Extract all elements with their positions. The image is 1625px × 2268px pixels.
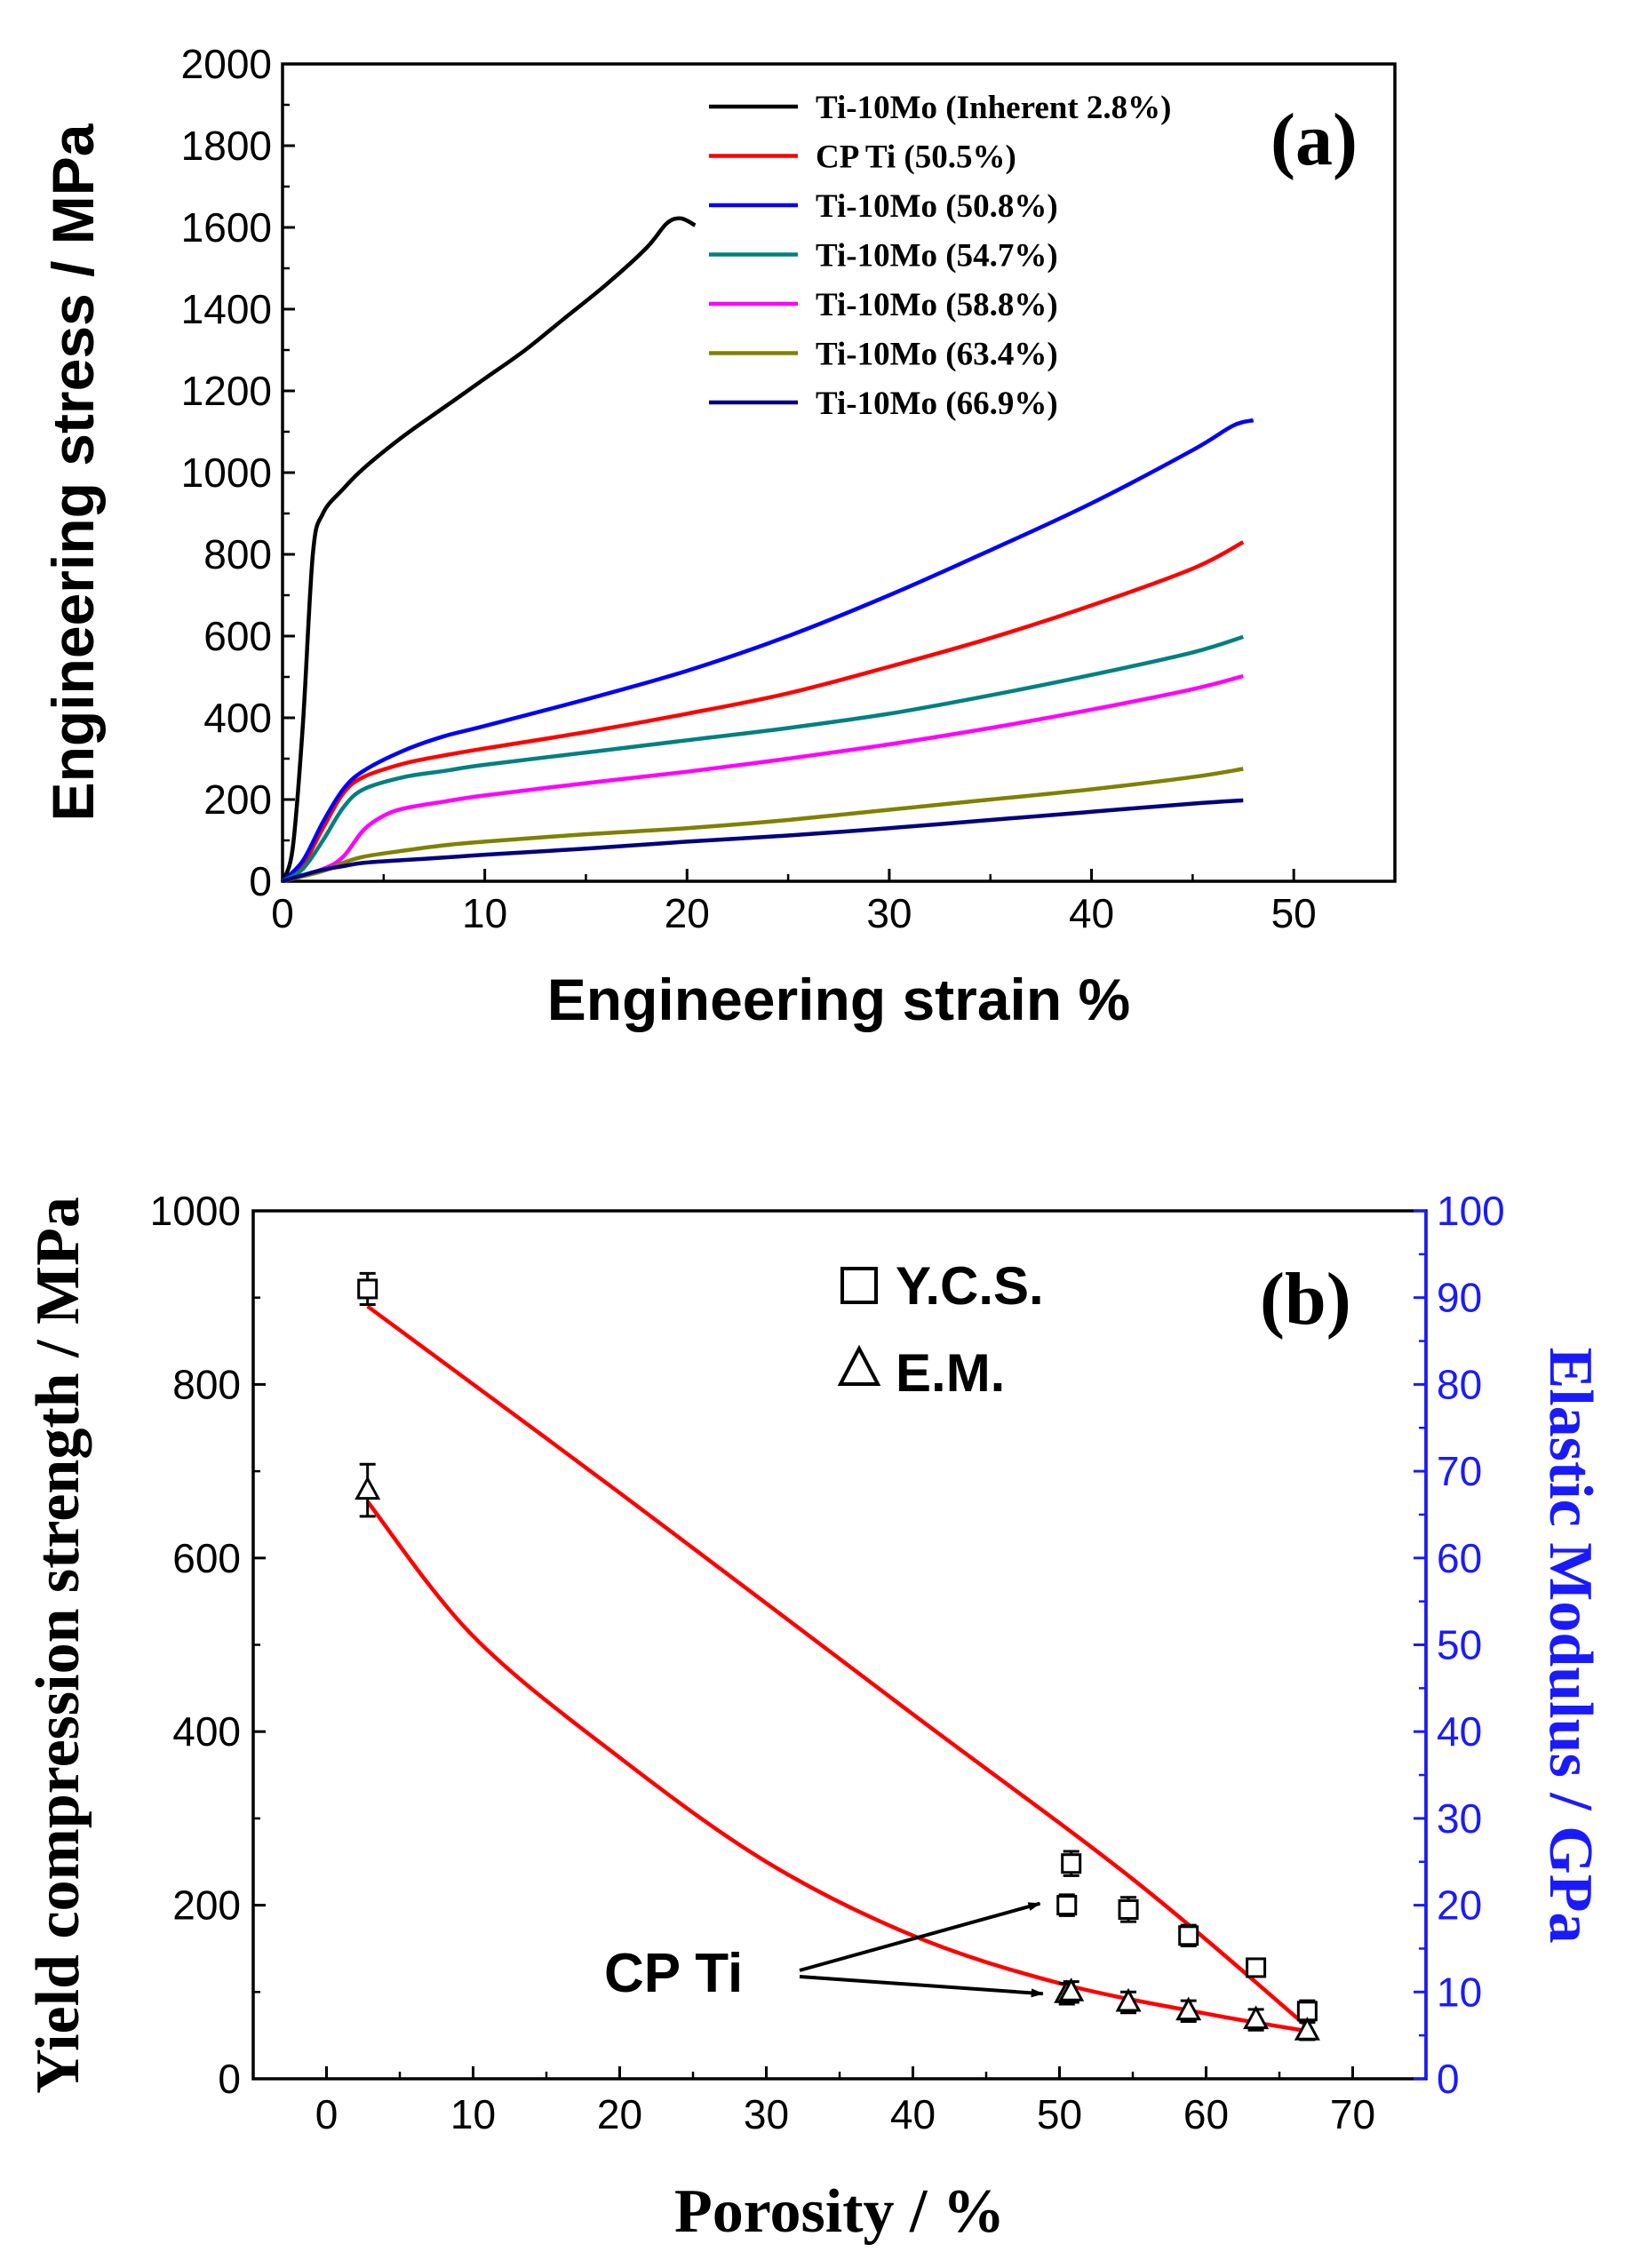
y-tick-label: 0: [249, 858, 272, 904]
panel-b-label: (b): [1260, 1258, 1351, 1341]
y2-tick-label: 20: [1437, 1882, 1482, 1929]
y-tick-label: 200: [203, 776, 272, 823]
em-fit-curve: [365, 1500, 1308, 2033]
em-marker: [1243, 2005, 1270, 2030]
annotation-arrow: [799, 1901, 1041, 1972]
panel-b-ticks: 0 10 20 30 40 50 60 70 0 200 400 600 800 1000 0 10 20 30 4…: [150, 1188, 1505, 2137]
y2-tick-label: 100: [1437, 1188, 1505, 1234]
y2-tick-label: 90: [1437, 1275, 1482, 1321]
legend-label: Ti-10Mo (54.7%): [816, 238, 1058, 275]
y-tick-label: 800: [203, 531, 272, 577]
panel-a-xlabel: Engineering strain %: [547, 967, 1130, 1032]
legend-label: Ti-10Mo (50.8%): [816, 188, 1058, 225]
series-line: [282, 673, 1244, 884]
panel-b-xlabel: Porosity / %: [674, 2177, 1005, 2246]
y-tick-label: 1600: [181, 204, 272, 251]
legend-label: Ti-10Mo (63.4%): [816, 337, 1058, 373]
x-tick-label: 70: [1330, 2091, 1375, 2137]
panel-b: 0 10 20 30 40 50 60 70 0 200 400 600 800 1000 0 10 20 30 4…: [24, 1188, 1605, 2246]
x-tick-label: 40: [890, 2091, 936, 2137]
y2-tick-label: 10: [1437, 1969, 1482, 2015]
em-marker: [1115, 1987, 1142, 2012]
y2-tick-label: 50: [1437, 1622, 1482, 1668]
series-line: [280, 216, 697, 882]
y-tick-label: 1200: [181, 368, 272, 414]
x-tick-label: 40: [1069, 890, 1114, 936]
y-tick-label: 2000: [181, 41, 272, 87]
panel-b-markers: [354, 1271, 1320, 2041]
panel-b-y2label: Elastic Modulus / GPa: [1536, 1348, 1605, 1944]
ycs-marker: [1056, 1895, 1078, 1916]
em-marker: [1294, 2017, 1320, 2041]
panel-a: 0 10 20 30 40 50 0 200 400 600 800 1000 1200 1400 1600…: [40, 41, 1397, 1032]
series-line: [281, 540, 1245, 883]
y2-tick-label: 40: [1437, 1708, 1482, 1755]
ycs-marker: [1118, 1898, 1139, 1920]
panel-a-legend: Ti-10Mo (Inherent 2.8%) CP Ti (50.5%) Ti-1…: [709, 90, 1171, 422]
y-tick-label: 0: [218, 2056, 241, 2102]
y2-tick-label: 70: [1437, 1448, 1482, 1494]
x-tick-label: 0: [315, 2091, 339, 2137]
y-tick-label: 1400: [181, 286, 272, 332]
x-tick-label: 50: [1037, 2091, 1082, 2137]
x-tick-label: 0: [271, 890, 294, 936]
annotation-arrow: [799, 1975, 1044, 1998]
ycs-marker: [1246, 1957, 1267, 1978]
legend-em-marker: [837, 1344, 881, 1386]
cp-ti-annotation: CP Ti: [604, 1943, 743, 2004]
legend-ycs-label: Y.C.S.: [896, 1256, 1044, 1316]
y-tick-label: 400: [172, 1708, 241, 1755]
legend-label: Ti-10Mo (58.8%): [816, 287, 1058, 323]
y-tick-label: 1000: [150, 1188, 241, 1234]
y2-tick-label: 30: [1437, 1795, 1482, 1842]
em-marker: [1058, 1978, 1085, 2001]
series-line: [282, 798, 1244, 884]
legend-label: Ti-10Mo (Inherent 2.8%): [816, 90, 1171, 126]
legend-label: CP Ti (50.5%): [816, 139, 1016, 176]
x-tick-label: 20: [597, 2091, 642, 2137]
panel-b-ylabel: Yield compression strength / MPa: [24, 1197, 92, 2094]
y-tick-label: 800: [172, 1361, 241, 1407]
x-tick-label: 30: [744, 2091, 789, 2137]
y-tick-label: 600: [203, 613, 272, 659]
panel-a-series: [280, 216, 1255, 884]
panel-a-ylabel: Engineering stress / MPa: [40, 123, 106, 821]
series-line: [281, 418, 1255, 883]
x-tick-label: 20: [665, 890, 710, 936]
y2-tick-label: 80: [1437, 1361, 1482, 1407]
y-tick-label: 400: [203, 695, 272, 741]
x-tick-label: 10: [462, 890, 507, 936]
y2-tick-label: 0: [1437, 2056, 1460, 2102]
ycs-marker: [1178, 1925, 1199, 1946]
panel-b-plot-frame: [251, 1209, 1428, 2081]
panel-b-fit-curves: [365, 1304, 1309, 2033]
x-tick-label: 10: [450, 2091, 496, 2137]
x-tick-label: 60: [1183, 2091, 1229, 2137]
ycs-marker: [1061, 1853, 1082, 1874]
cp-ti-arrows: [799, 1901, 1044, 1998]
series-line: [282, 767, 1244, 884]
ycs-fit-curve: [366, 1304, 1309, 2029]
x-tick-label: 30: [866, 890, 912, 936]
x-tick-label: 50: [1271, 890, 1317, 936]
y2-tick-label: 60: [1437, 1535, 1482, 1581]
em-marker: [1175, 1996, 1202, 2021]
legend-label: Ti-10Mo (66.9%): [816, 386, 1058, 422]
y-tick-label: 200: [172, 1882, 241, 1929]
ycs-marker: [357, 1278, 378, 1300]
legend-em-label: E.M.: [896, 1343, 1005, 1403]
panel-a-ticks: 0 10 20 30 40 50 0 200 400 600 800 1000 1200 1400 1600…: [181, 41, 1317, 936]
panel-a-plot-frame: [281, 62, 1397, 883]
legend-ycs-marker: [840, 1267, 878, 1304]
em-marker: [354, 1476, 381, 1500]
y-tick-label: 1800: [181, 123, 272, 169]
panel-a-label: (a): [1271, 99, 1358, 181]
series-line: [281, 634, 1244, 883]
y-tick-label: 1000: [181, 450, 272, 496]
y-tick-label: 600: [172, 1535, 241, 1581]
